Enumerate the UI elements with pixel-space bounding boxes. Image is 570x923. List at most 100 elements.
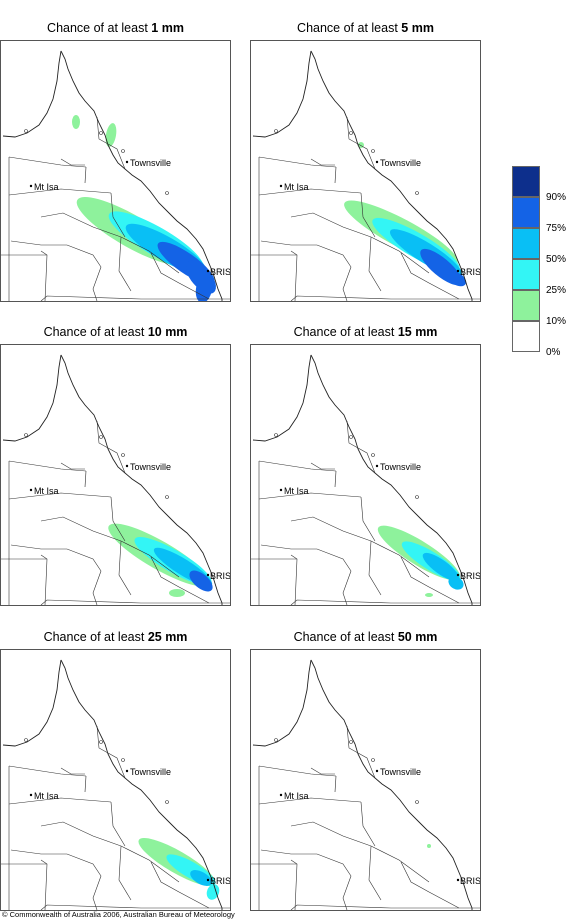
mt-isa-marker [279,488,283,492]
coastline [310,50,473,301]
brisbane-label: BRIS [460,876,480,886]
district-boundary [290,904,480,910]
legend-swatch-0 [512,321,540,352]
district-boundary [258,492,362,500]
brisbane-marker [456,573,460,577]
district-boundary [110,192,126,238]
island [165,191,169,195]
district-boundary [260,849,352,910]
legend-swatch-25 [512,259,540,290]
district-boundary [118,236,132,292]
island [99,435,103,439]
mt-isa-label: Mt Isa [34,182,59,192]
gulf-coastline [2,659,62,747]
title-prefix: Chance of at least [47,21,152,35]
coastline [310,354,473,605]
district-boundary [10,544,102,605]
legend-label-25: 25% [546,285,567,296]
district-boundary [40,599,230,605]
coastline [60,50,223,301]
gulf-coastline [2,354,62,442]
title-prefix: Chance of at least [297,21,402,35]
district-boundary [368,845,382,901]
district-boundary [8,797,112,805]
townsville-marker [375,160,379,164]
district-boundary [8,156,87,168]
island [371,758,375,762]
island [165,495,169,499]
probability-cell [72,115,80,129]
probability-cell [169,589,185,597]
probability-fill [138,838,220,900]
title-amount: 25 mm [147,630,188,644]
legend-label-0: 0% [546,347,561,358]
district-boundary [40,212,180,274]
district-boundary [40,859,48,910]
district-boundary [40,904,230,910]
probability-fill [108,523,213,597]
title-amount: 1 mm [151,21,184,35]
panel-title: Chance of at least 25 mm [0,630,231,644]
coastline [310,659,473,910]
district-boundary [400,556,460,604]
district-boundary [258,188,362,196]
rainfall-map: Townsville Mt Isa BRIS [250,40,481,302]
brisbane-marker [456,878,460,882]
district-boundary [346,116,376,170]
brisbane-label: BRIS [460,571,480,581]
brisbane-marker [206,573,210,577]
probability-cell [422,552,460,582]
district-boundary [290,212,430,274]
district-boundary [258,156,337,168]
district-boundary [290,250,298,301]
brisbane-label: BRIS [210,876,230,886]
map-canvas: Townsville Mt Isa BRIS [251,354,480,605]
district-boundary [110,496,126,542]
map-canvas: Townsville Mt Isa BRIS [1,50,230,301]
gulf-coastline [252,354,312,442]
probability-fill [72,115,216,301]
title-prefix: Chance of at least [293,630,398,644]
district-boundary [40,295,230,301]
district-boundary [400,861,460,909]
legend-swatch-50 [512,228,540,259]
island [274,738,278,742]
townsville-marker [375,769,379,773]
island [165,800,169,804]
district-boundary [360,496,376,542]
district-boundary [346,725,376,779]
probability-fill [427,844,431,848]
district-boundary [84,166,87,184]
mt-isa-label: Mt Isa [284,486,309,496]
island [349,435,353,439]
district-boundary [8,765,87,777]
probability-cell [189,570,213,592]
probability-cell [105,123,117,147]
district-boundary [290,554,298,605]
rainfall-map: Townsville Mt Isa BRIS [250,344,481,606]
legend-label-90: 90% [546,192,567,203]
district-boundary [150,861,210,909]
district-boundary [368,540,382,596]
mt-isa-marker [279,793,283,797]
mt-isa-label: Mt Isa [34,791,59,801]
district-boundary [260,240,352,301]
townsville-label: Townsville [380,158,421,168]
district-boundary [8,460,87,472]
island [121,758,125,762]
panel-title: Chance of at least 10 mm [0,325,231,339]
rainfall-map: Townsville Mt Isa BRIS [250,649,481,911]
district-boundary [290,821,430,883]
title-amount: 5 mm [401,21,434,35]
probability-fill [377,525,464,597]
district-boundary [310,158,335,166]
panel-title: Chance of at least 5 mm [250,21,481,35]
district-boundary [40,821,180,883]
townsville-label: Townsville [130,767,171,777]
title-prefix: Chance of at least [293,325,398,339]
mt-isa-marker [29,488,33,492]
island [415,495,419,499]
district-boundary [150,252,210,300]
island [415,800,419,804]
map-canvas: Townsville Mt Isa BRIS [251,50,480,301]
